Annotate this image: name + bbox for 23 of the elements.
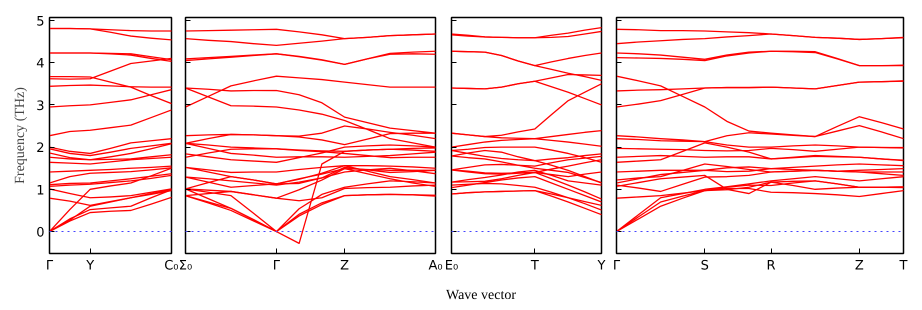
y-tick-label: 4 — [36, 56, 45, 72]
y-tick-label: 1 — [36, 183, 45, 198]
x-tick-label: A₀ — [428, 258, 443, 274]
x-tick-label: E₀ — [444, 258, 458, 274]
x-tick-label: S — [700, 258, 709, 274]
y-tick-label: 3 — [36, 98, 45, 114]
x-tick-label: Σ₀ — [178, 258, 192, 274]
y-tick-label: 5 — [36, 14, 45, 30]
x-tick-label: Γ — [612, 258, 621, 274]
y-tick-label: 0 — [36, 226, 45, 241]
x-tick-label: T — [530, 258, 539, 274]
x-tick-label: Y — [596, 258, 606, 274]
y-axis-title: Frequency (THz) — [13, 86, 28, 184]
x-tick-label: Γ — [272, 258, 281, 274]
x-tick-label: Z — [854, 258, 864, 274]
x-axis-title: Wave vector — [446, 287, 516, 305]
x-tick-label: Z — [340, 258, 350, 274]
x-tick-label: C₀ — [164, 258, 179, 274]
x-tick-label: Y — [85, 258, 94, 274]
y-tick-label: 2 — [36, 141, 45, 156]
x-tick-label: Γ — [46, 258, 54, 274]
x-tick-label: T — [898, 258, 908, 274]
x-tick-label: R — [766, 258, 776, 274]
